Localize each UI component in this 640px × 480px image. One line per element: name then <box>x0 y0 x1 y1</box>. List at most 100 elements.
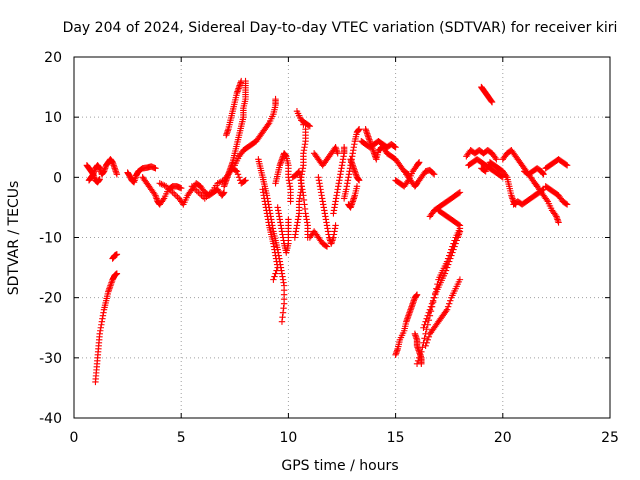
data-point <box>441 270 449 277</box>
data-point <box>421 321 428 328</box>
data-point <box>443 264 451 271</box>
data-point <box>563 162 571 169</box>
data-point <box>272 95 279 103</box>
data-point <box>302 126 309 133</box>
data-point <box>444 261 452 268</box>
y-tick-label: 10 <box>44 110 62 126</box>
data-point <box>562 161 570 168</box>
data-point <box>414 357 422 365</box>
data-point <box>233 168 241 175</box>
data-point <box>455 189 463 197</box>
data-point <box>442 267 450 274</box>
data-point <box>432 291 439 298</box>
data-point <box>178 184 185 192</box>
data-point <box>238 77 245 85</box>
data-point <box>355 177 363 184</box>
data-point <box>334 150 341 157</box>
data-point <box>423 315 430 322</box>
x-axis-label: GPS time / hours <box>281 458 398 474</box>
data-point <box>391 143 398 150</box>
data-point <box>430 294 438 301</box>
data-point <box>427 303 435 310</box>
data-point <box>274 264 281 271</box>
data-point <box>492 154 499 161</box>
data-point <box>235 174 243 181</box>
data-point <box>453 237 460 244</box>
y-axis-label: SDTVAR / TECUs <box>6 181 22 296</box>
data-point <box>456 228 464 235</box>
data-point <box>415 159 423 166</box>
data-point <box>429 170 437 177</box>
data-point <box>555 219 562 226</box>
data-point <box>543 196 550 204</box>
data-point <box>443 306 451 313</box>
y-tick-label: -10 <box>39 231 62 247</box>
x-tick-label: 0 <box>70 430 79 446</box>
chart-title: Day 204 of 2024, Sidereal Day-to-day VTE… <box>63 20 618 36</box>
data-point <box>448 252 455 259</box>
data-point <box>423 339 430 346</box>
data-point <box>113 251 121 258</box>
data-point <box>417 351 424 359</box>
data-point <box>451 243 458 250</box>
data-point <box>450 246 457 253</box>
data-point <box>285 216 292 223</box>
data-point <box>421 335 428 342</box>
data-point <box>323 243 331 250</box>
data-point <box>449 249 456 256</box>
data-point <box>413 360 421 368</box>
data-point <box>425 309 433 316</box>
data-point <box>159 196 167 204</box>
data-point <box>456 189 464 196</box>
data-point <box>242 177 249 184</box>
data-point <box>340 144 348 151</box>
data-point <box>426 306 434 313</box>
data-point <box>113 270 121 277</box>
data-point <box>305 122 312 129</box>
data-point <box>234 171 242 178</box>
data-point <box>562 200 570 207</box>
data-point <box>429 297 437 304</box>
data-point <box>96 175 103 183</box>
data-point <box>220 189 228 196</box>
data-point <box>272 270 279 277</box>
data-point <box>502 172 510 180</box>
data-point <box>488 98 496 106</box>
x-tick-label: 10 <box>279 430 297 446</box>
data-point <box>493 156 500 163</box>
data-point <box>232 167 240 174</box>
data-point <box>452 240 459 247</box>
data-point <box>355 126 363 133</box>
data-point <box>444 303 452 310</box>
x-tick-label: 15 <box>387 430 405 446</box>
data-points <box>83 77 571 386</box>
x-tick-label: 20 <box>494 430 512 446</box>
data-point <box>446 258 453 265</box>
y-tick-label: -30 <box>39 351 62 367</box>
data-point <box>415 354 423 362</box>
data-point <box>306 122 314 130</box>
data-point <box>419 344 426 351</box>
data-point <box>322 242 330 249</box>
data-point <box>456 276 464 283</box>
data-point <box>264 121 272 128</box>
data-point <box>332 222 339 229</box>
x-tick-label: 25 <box>601 430 619 446</box>
data-point <box>447 297 454 304</box>
axis-ticks: 0 5 10 15 20 25 -40 -30 -20 -10 0 10 20 <box>39 50 619 446</box>
plot-frame <box>73 56 611 419</box>
data-point <box>498 173 505 180</box>
x-tick-label: 5 <box>177 430 186 446</box>
data-point <box>241 177 248 185</box>
data-point <box>270 276 277 283</box>
y-tick-label: -20 <box>39 291 62 307</box>
data-point <box>392 144 399 151</box>
data-point <box>413 291 421 298</box>
data-point <box>423 326 430 333</box>
data-point <box>563 201 571 208</box>
y-tick-label: -40 <box>39 411 62 427</box>
data-point <box>455 221 463 228</box>
data-point <box>442 308 450 315</box>
data-point <box>422 342 429 349</box>
